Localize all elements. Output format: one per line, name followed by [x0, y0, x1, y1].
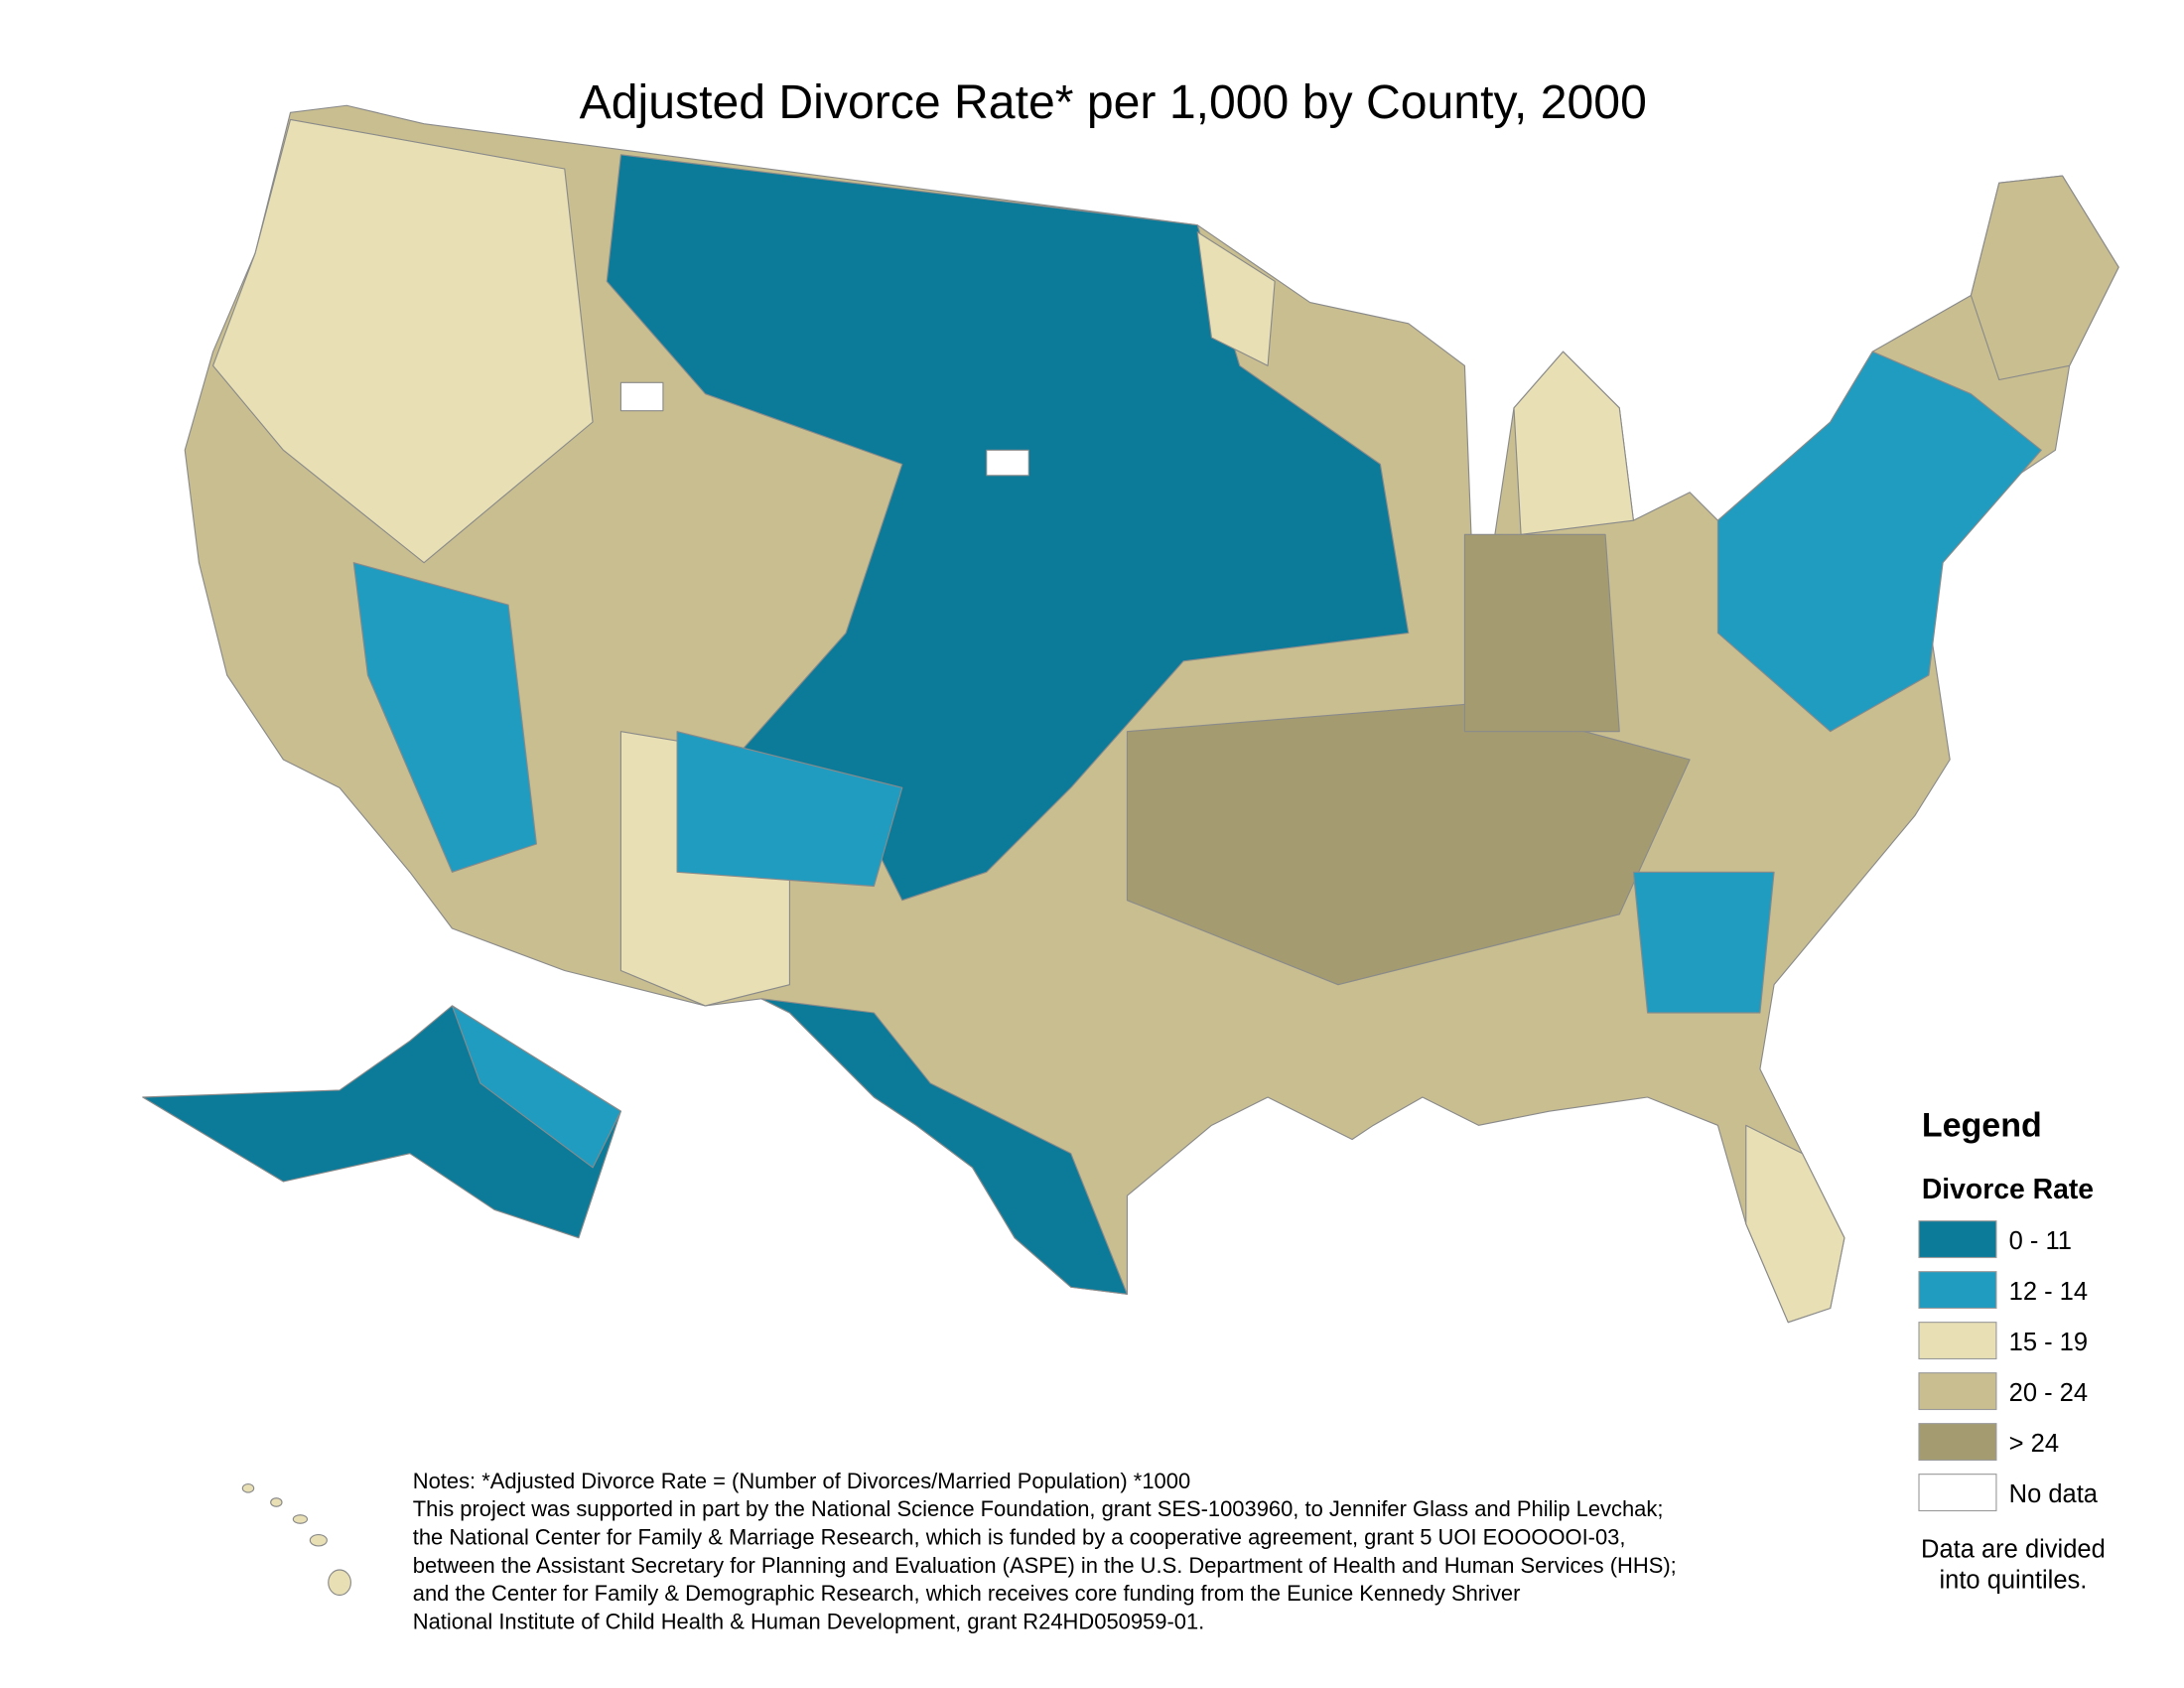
legend-note-line: into quintiles. — [1939, 1566, 2087, 1594]
west-region — [212, 118, 594, 564]
michigan-region — [1513, 351, 1634, 535]
alaska-region — [451, 1005, 621, 1169]
legend-swatch — [1918, 1372, 1997, 1411]
legend-swatch — [1918, 1423, 1997, 1462]
legend-swatch — [1918, 1322, 1997, 1360]
colorado-region — [676, 731, 903, 888]
no-data-area — [619, 381, 664, 412]
texas-region — [760, 998, 1128, 1295]
legend-note-line: Data are divided — [1921, 1535, 2106, 1563]
legend-label: 15 - 19 — [2009, 1329, 2088, 1356]
hawaii-island — [270, 1497, 283, 1507]
hawaii-island — [241, 1483, 255, 1493]
new-england-region — [1970, 175, 2119, 381]
note-line: between the Assistant Secretary for Plan… — [413, 1553, 1677, 1578]
note-line: the National Center for Family & Marriag… — [413, 1525, 1626, 1550]
legend-label: > 24 — [2009, 1430, 2059, 1458]
legend-note: Data are divided into quintiles. — [1921, 1535, 2106, 1594]
legend-label: No data — [2009, 1480, 2099, 1508]
indiana-region — [1463, 533, 1620, 733]
legend-swatch — [1918, 1474, 1997, 1512]
note-line: and the Center for Family & Demographic … — [413, 1581, 1521, 1606]
legend-title: Legend — [1922, 1107, 2042, 1145]
note-line: This project was supported in part by th… — [413, 1496, 1664, 1521]
florida-region — [1745, 1124, 1845, 1324]
northeast-region — [1716, 351, 2042, 733]
hawaii-island — [328, 1569, 351, 1597]
southeast-region — [1632, 871, 1775, 1014]
notes: Notes: *Adjusted Divorce Rate = (Number … — [413, 1469, 1677, 1634]
legend-swatch — [1918, 1220, 1997, 1259]
note-line: Notes: *Adjusted Divorce Rate = (Number … — [413, 1469, 1190, 1493]
legend-label: 0 - 11 — [2009, 1227, 2072, 1255]
no-data-area — [986, 449, 1029, 477]
legend-subtitle: Divorce Rate — [1922, 1174, 2094, 1205]
map-regions — [142, 104, 2119, 1597]
legend-label: 12 - 14 — [2009, 1278, 2088, 1306]
nevada-region — [352, 562, 537, 873]
map-title: Adjusted Divorce Rate* per 1,000 by Coun… — [580, 75, 1647, 129]
legend-swatch — [1918, 1271, 1997, 1310]
hawaii-island — [292, 1514, 309, 1524]
northern-plains-region — [606, 154, 1410, 902]
hawaii-island — [309, 1534, 328, 1547]
legend: 0 - 11 12 - 14 15 - 19 20 - 24 > 24 No data — [1918, 1220, 2099, 1512]
note-line: National Institute of Child Health & Hum… — [413, 1610, 1205, 1634]
legend-label: 20 - 24 — [2009, 1379, 2088, 1407]
minnesota-region — [1196, 231, 1276, 366]
